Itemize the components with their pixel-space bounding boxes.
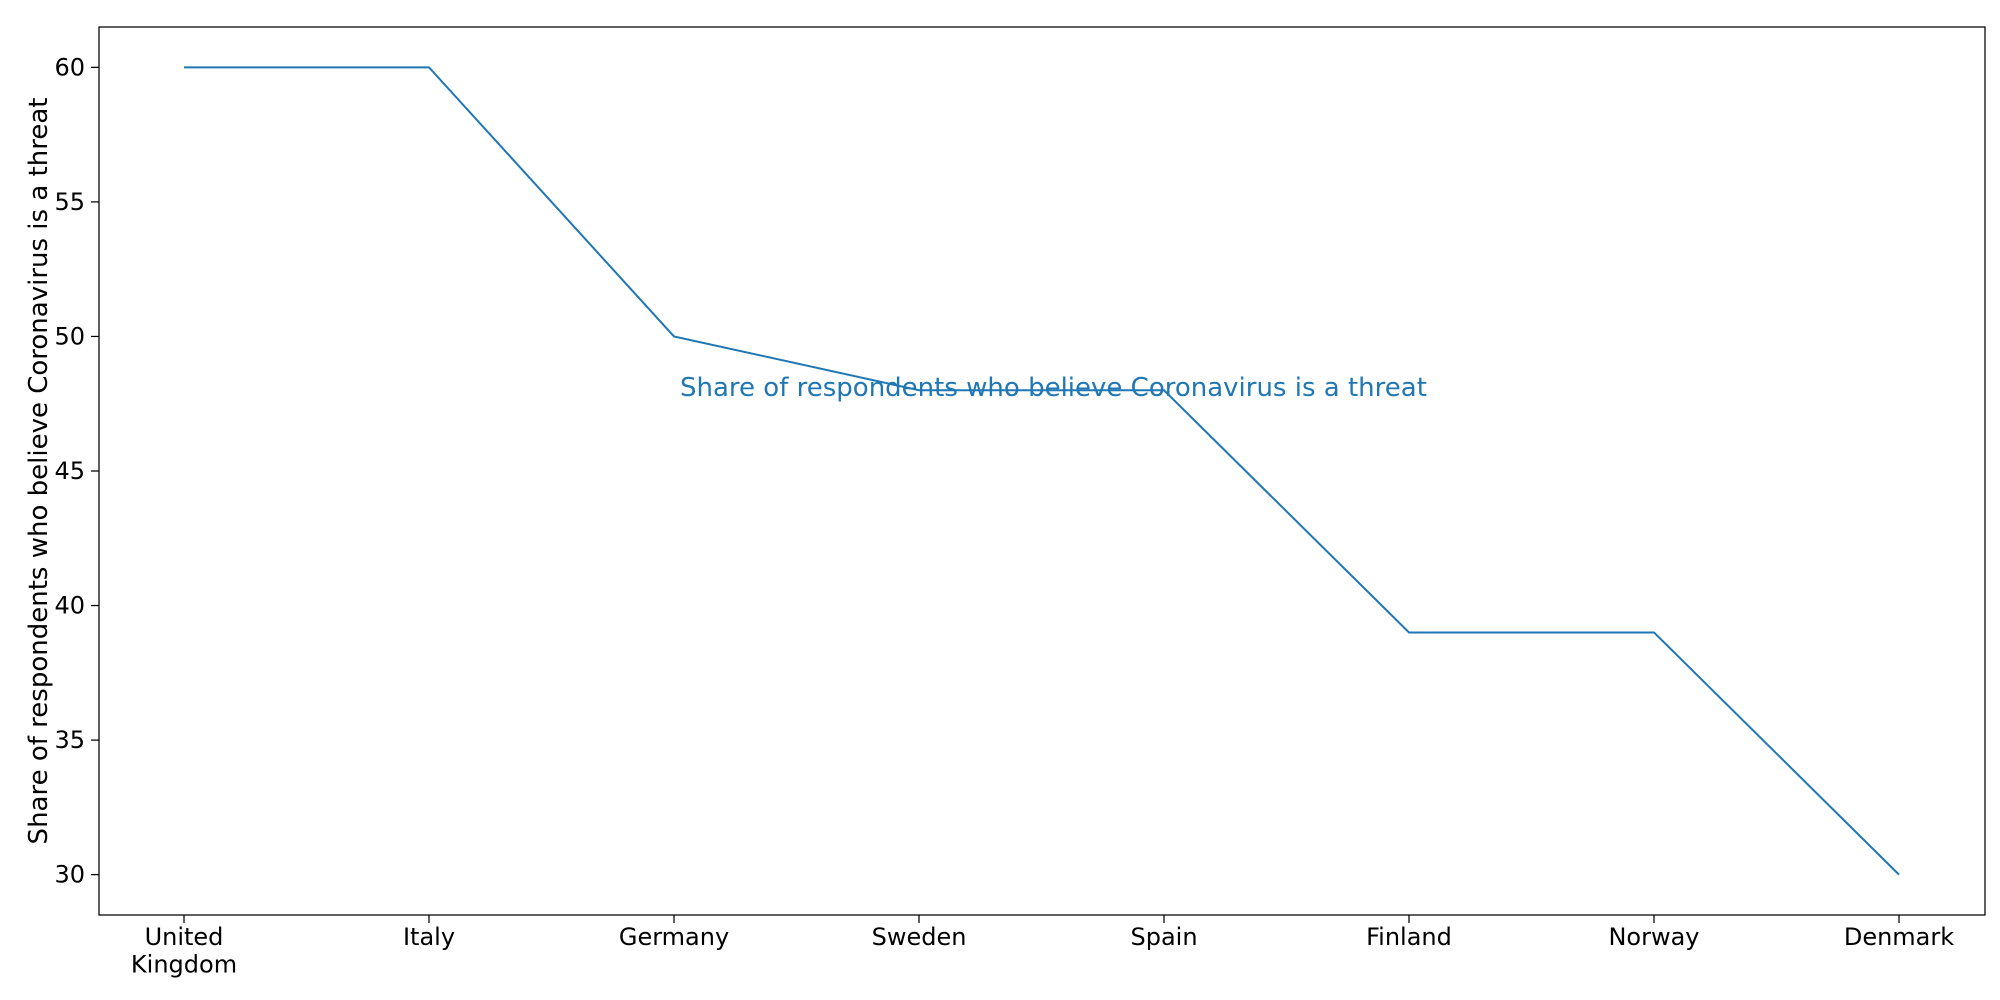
x-tick-label-line: Denmark — [1844, 923, 1954, 951]
plot-frame — [98, 26, 1986, 916]
y-axis-ticks: 30 35 40 45 50 55 60 — [54, 53, 99, 889]
x-tick-label: Spain — [1130, 923, 1197, 951]
y-tick-label: 60 — [54, 53, 85, 81]
x-tick-label: Finland — [1366, 923, 1452, 951]
y-tick-label: 55 — [54, 188, 85, 216]
x-tick-label-line: Spain — [1130, 923, 1197, 951]
y-tick-label: 40 — [54, 592, 85, 620]
y-tick-label: 45 — [54, 457, 85, 485]
y-tick-label: 50 — [54, 322, 85, 350]
y-axis-label: Share of respondents who believe Coronav… — [24, 98, 54, 845]
x-tick-label-line: Italy — [403, 923, 455, 951]
x-axis-ticks: United Kingdom Italy Germany Sweden Spain Finl… — [131, 915, 1954, 979]
x-tick-label-line: United — [145, 923, 224, 951]
x-tick-label: Denmark — [1844, 923, 1954, 951]
x-tick-label: Germany — [619, 923, 729, 951]
x-tick-label-line: Germany — [619, 923, 729, 951]
x-tick-label-line: Finland — [1366, 923, 1452, 951]
x-tick-label: Norway — [1608, 923, 1699, 951]
series-line — [184, 66, 1900, 876]
x-tick-label-line: Sweden — [872, 923, 967, 951]
x-tick-label-line: Kingdom — [131, 951, 237, 979]
x-tick-label-line: Norway — [1608, 923, 1699, 951]
x-tick-label: Sweden — [872, 923, 967, 951]
y-tick-label: 30 — [54, 861, 85, 889]
y-tick-label: 35 — [54, 726, 85, 754]
series-label: Share of respondents who believe Coronav… — [680, 373, 1427, 403]
x-tick-label: United Kingdom — [131, 923, 237, 979]
x-tick-label: Italy — [403, 923, 455, 951]
